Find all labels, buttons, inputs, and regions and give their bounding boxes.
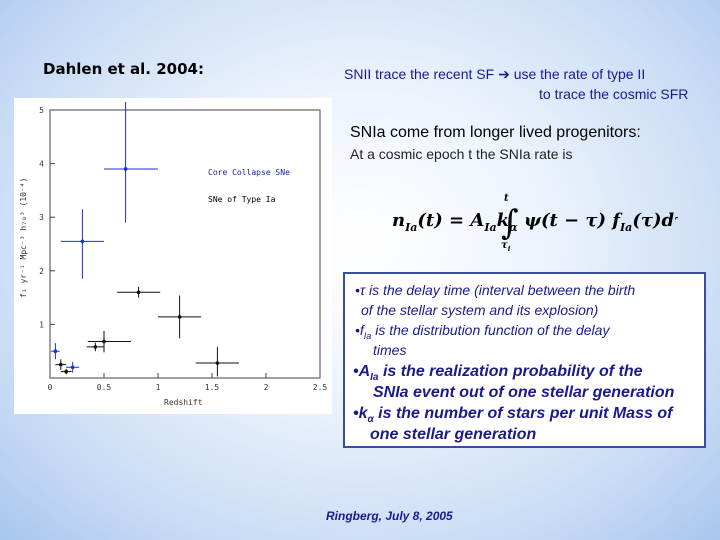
data-point — [80, 239, 85, 244]
def-k-sub: α — [367, 414, 374, 426]
right-arrow-icon: ➔ — [498, 66, 510, 82]
author-citation: Dahlen et al. 2004: — [43, 60, 204, 78]
x-tick-label: 2.5 — [313, 383, 328, 392]
snii-text-b: use the rate of type II — [513, 66, 646, 82]
formula-a-sub: Ia — [483, 221, 496, 234]
def-a-symbol: •A — [353, 363, 371, 380]
rate-plot-svg: 0 0.5 1 1.5 2 2.5 1 2 3 4 5 Redshift f₁ yr⁻¹ Mpc⁻³… — [19, 101, 327, 407]
def-a-line1: •AIa is the realization probability of t… — [353, 363, 643, 383]
snia-heading: SNIa come from longer lived progenitors: — [350, 124, 641, 141]
x-tick-label: 0.5 — [97, 383, 112, 392]
data-point — [64, 369, 68, 374]
formula-svg: nIa(t) = AIakα ∫ t τi ψ(t − τ) fIa(τ)dτ — [392, 193, 687, 253]
formula-integrand-b: (τ)dτ — [632, 210, 678, 231]
svg-text:ψ(t − τ) fIa(τ)dτ: ψ(t − τ) fIa(τ)dτ — [524, 210, 678, 234]
y-tick-label: 2 — [39, 267, 44, 276]
formula-int-lower-sub: i — [508, 244, 511, 252]
data-point — [136, 290, 141, 295]
snia-rate-formula: nIa(t) = AIakα ∫ t τi ψ(t − τ) fIa(τ)dτ — [378, 190, 687, 253]
definitions-box: •τ is the delay time (interval between t… — [343, 272, 706, 448]
snii-statement-line1: SNII trace the recent SF ➔ use the rate … — [344, 66, 645, 83]
x-tick-label: 1 — [156, 383, 161, 392]
snia-subtitle: At a cosmic epoch t the SNIa rate is — [350, 146, 573, 162]
axis-ticks: 0 0.5 1 1.5 2 2.5 1 2 3 4 5 — [39, 106, 327, 392]
y-tick-label: 3 — [39, 213, 44, 222]
formula-f-sub: Ia — [619, 221, 632, 234]
formula-int-lower: τ — [501, 240, 508, 251]
data-point — [102, 339, 106, 344]
x-tick-label: 1.5 — [205, 383, 220, 392]
data-point — [93, 345, 98, 349]
legend-core-collapse: Core Collapse SNe — [208, 168, 290, 177]
formula-k-sub: α — [509, 221, 518, 234]
def-f-symbol: •f — [355, 322, 364, 338]
formula-n-sub: Ia — [404, 221, 417, 234]
def-a-text: is the realization probability of the — [378, 363, 643, 380]
y-axis-label: f₁ yr⁻¹ Mpc⁻³ h₇₀³ (10⁻⁴) — [19, 178, 28, 298]
data-point — [215, 361, 220, 365]
def-f-line2: times — [373, 342, 407, 358]
def-f-line1: •fIa is the distribution function of the… — [355, 322, 609, 341]
data-point — [53, 349, 58, 353]
def-k-text: is the number of stars per unit Mass of — [373, 405, 673, 422]
def-tau-line2: of the stellar system and its explosion) — [361, 302, 599, 318]
snii-text-a: SNII trace the recent SF — [344, 66, 495, 82]
data-point — [59, 362, 63, 367]
formula-k: k — [497, 210, 509, 231]
def-a-sub: Ia — [370, 372, 379, 384]
y-tick-label: 1 — [39, 320, 44, 329]
svg-text:nIa(t) = AIakα: nIa(t) = AIakα — [392, 210, 518, 234]
data-point — [177, 315, 182, 319]
formula-int-upper: t — [504, 193, 509, 204]
plot-frame — [49, 109, 321, 379]
snii-statement-line2: to trace the cosmic SFR — [539, 86, 689, 102]
integral-sign-icon: ∫ — [501, 203, 519, 243]
def-f-sub: Ia — [363, 330, 372, 341]
data-point — [123, 167, 128, 171]
formula-lhs-arg: (t) = A — [417, 210, 484, 231]
def-f-text: is the distribution function of the dela… — [371, 322, 610, 338]
rate-plot: 0 0.5 1 1.5 2 2.5 1 2 3 4 5 Redshift f₁ yr⁻¹ Mpc⁻³… — [14, 98, 332, 414]
def-k-line2: one stellar generation — [370, 426, 537, 443]
x-tick-label: 2 — [264, 383, 269, 392]
y-tick-label: 5 — [39, 106, 44, 115]
def-k-line1: •kα is the number of stars per unit Mass… — [353, 405, 672, 425]
def-tau-line1: •τ is the delay time (interval between t… — [355, 282, 636, 298]
data-marks — [51, 101, 239, 377]
def-k-symbol: •k — [353, 405, 368, 422]
formula-n: n — [392, 210, 405, 231]
legend-type-ia: SNe of Type Ia — [208, 195, 276, 204]
formula-integrand-a: ψ(t − τ) f — [524, 210, 623, 231]
x-tick-label: 0 — [48, 383, 53, 392]
data-point — [70, 365, 75, 370]
def-a-line2: SNIa event out of one stellar generation — [373, 384, 675, 401]
x-axis-label: Redshift — [164, 398, 203, 407]
footer-venue-date: Ringberg, July 8, 2005 — [326, 509, 453, 523]
svg-text:τi: τi — [501, 240, 511, 252]
y-tick-label: 4 — [39, 160, 44, 169]
